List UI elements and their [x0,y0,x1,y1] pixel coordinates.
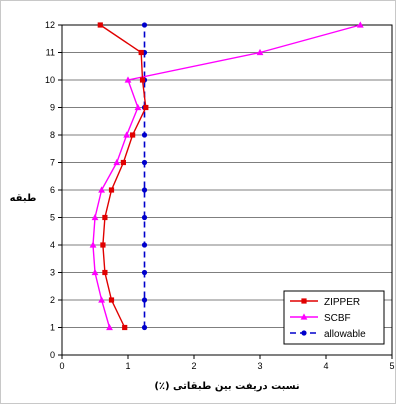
y-tick-label-4: 4 [50,240,55,250]
x-tick-label-4: 4 [323,361,328,371]
y-tick-label-10: 10 [45,75,55,85]
series-layer [89,21,364,331]
point-zipper-3 [102,269,108,276]
point-scbf-10 [124,76,132,83]
point-allowable-8 [141,132,148,138]
point-zipper-12 [97,22,103,28]
point-zipper-10 [139,77,146,83]
x-tick-label-2: 2 [191,361,196,371]
point-zipper-9 [143,104,149,111]
y-axis-title: طبقه [10,193,37,204]
point-scbf-5 [91,213,99,221]
series-allowable [141,22,148,331]
series-zipper [97,22,149,331]
y-tick-label-3: 3 [50,268,55,278]
y-tick-label-6: 6 [50,185,55,195]
series-line-scbf [92,24,361,328]
point-zipper-6 [108,187,115,193]
point-scbf-8 [123,131,131,138]
legend-marker-zipper [301,298,307,304]
point-scbf-4 [89,241,97,248]
y-tick-label-2: 2 [50,295,55,305]
y-tick-label-1: 1 [50,323,55,333]
legend-items: ZIPPER SCBF allowable [290,297,366,340]
x-tick-label-3: 3 [257,361,262,371]
point-allowable-4 [141,242,148,248]
y-tick-label-7: 7 [50,158,55,168]
x-tick-label-1: 1 [125,361,130,371]
point-scbf-12 [356,21,364,28]
point-zipper-4 [100,242,106,248]
point-scbf-7 [113,158,121,166]
point-zipper-1 [122,324,128,331]
point-allowable-3 [141,269,148,276]
point-allowable-2 [141,297,148,303]
point-zipper-8 [130,132,136,138]
point-scbf-9 [134,103,142,111]
legend-label-zipper: ZIPPER [324,297,360,308]
point-scbf-6 [98,186,105,193]
point-zipper-11 [138,49,144,56]
x-tick-label-5: 5 [389,361,394,371]
y-tick-label-8: 8 [50,130,55,140]
point-scbf-3 [91,268,99,276]
legend-label-scbf: SCBF [324,313,351,324]
series-scbf [89,21,364,331]
series-line-zipper [99,24,147,328]
y-tick-label-0: 0 [50,350,55,360]
legend-label-allowable: allowable [324,329,366,340]
point-allowable-12 [141,22,148,28]
point-scbf-11 [256,48,264,56]
y-tick-label-11: 11 [46,48,55,58]
point-allowable-6 [141,187,148,193]
x-tick-label-0: 0 [59,361,64,371]
legend-marker-allowable [301,330,307,336]
point-zipper-2 [108,297,115,303]
y-tick-label-9: 9 [50,103,55,113]
point-scbf-1 [106,323,113,331]
point-zipper-7 [120,159,126,166]
point-allowable-1 [141,324,148,331]
y-tick-label-12: 12 [45,20,55,30]
x-axis-title: نسبت دریفت بین طبقاتی (٪) [154,381,299,392]
point-allowable-5 [141,214,148,221]
y-tick-label-5: 5 [50,213,55,223]
legend-marker-scbf [300,313,308,320]
point-allowable-7 [141,159,148,166]
point-zipper-5 [102,214,108,221]
point-scbf-2 [98,296,105,303]
legend: ZIPPER SCBF allowable [283,290,385,345]
